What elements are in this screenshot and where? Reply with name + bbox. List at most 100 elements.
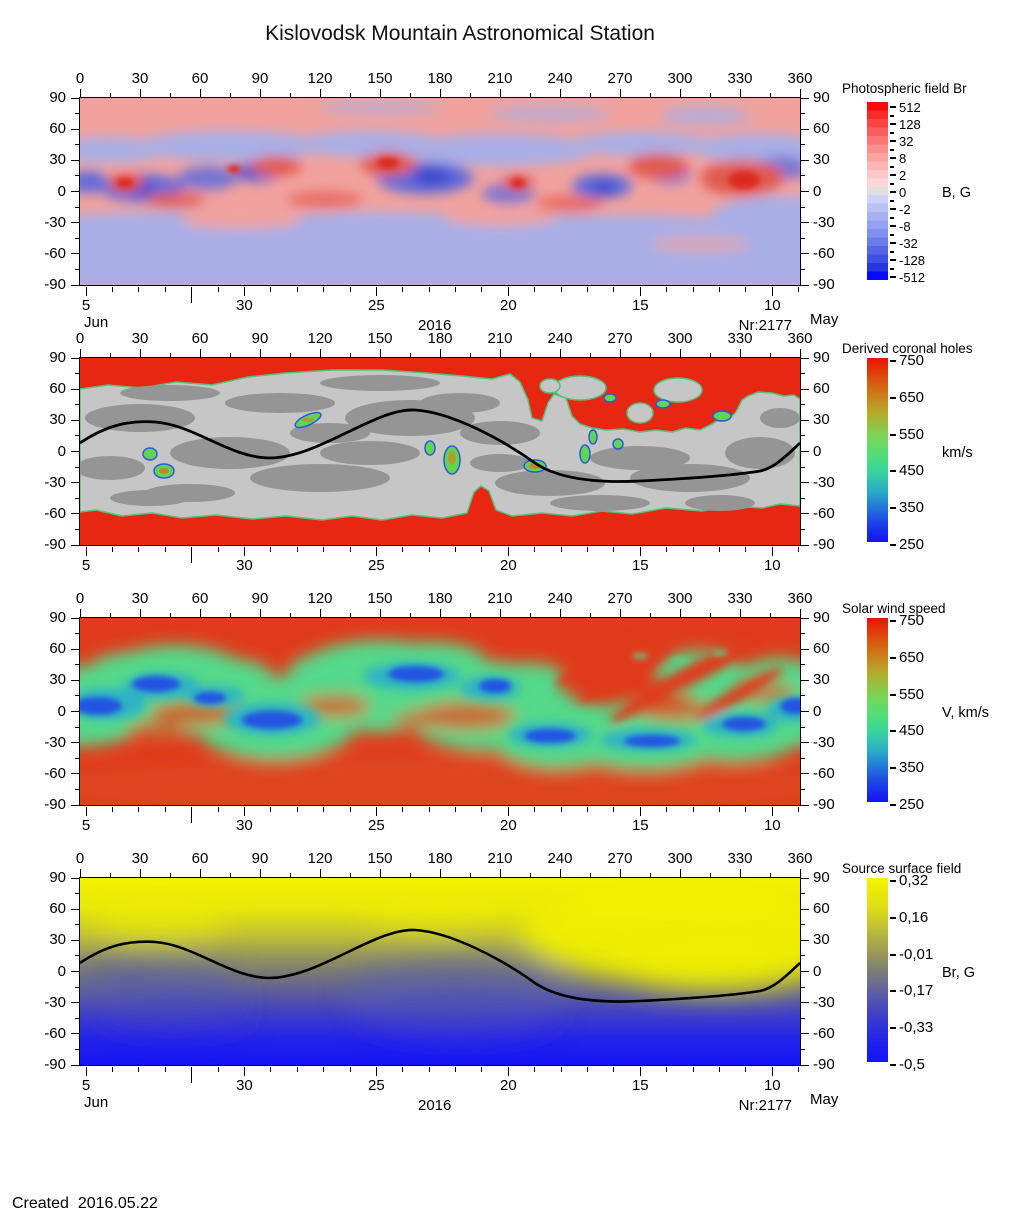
- lat-tick-label-right: 90: [813, 869, 830, 886]
- colorbar-tick-label: -2: [899, 202, 911, 217]
- lon-tick-minor: [229, 873, 231, 877]
- lon-tick-major: [679, 89, 681, 97]
- lon-tick-major: [379, 89, 381, 97]
- lat-tick-minor-right: [801, 695, 805, 697]
- lon-tick-minor: [409, 873, 411, 877]
- colorbar-photospheric: [867, 102, 888, 280]
- month-boundary-tick: [191, 287, 193, 303]
- lon-tick-minor: [169, 353, 171, 357]
- lon-tick-label: 120: [307, 70, 333, 87]
- lat-tick-label-left: 60: [49, 380, 66, 398]
- lat-tick-minor-left: [75, 237, 79, 239]
- source-surface-map: [79, 877, 801, 1066]
- lon-tick-label: 210: [487, 850, 513, 867]
- colorbar-tick: [890, 693, 896, 696]
- date-tick-minor: [613, 547, 615, 552]
- colorbar-coronal-holes: [867, 358, 888, 542]
- colorbar-tick-label: 350: [899, 759, 925, 777]
- date-tick-major: [375, 1067, 377, 1076]
- colorbar-tick: [890, 880, 896, 882]
- month-boundary-tick: [191, 1067, 193, 1083]
- date-tick-major: [85, 547, 87, 556]
- lat-tick-major-left: [71, 482, 79, 484]
- date-tick-minor: [217, 1067, 219, 1072]
- lat-tick-label-left: -90: [44, 276, 66, 293]
- date-tick-minor: [481, 547, 483, 552]
- lat-tick-minor-right: [801, 986, 805, 988]
- lon-tick-minor: [289, 613, 291, 617]
- lat-tick-major-right: [801, 284, 809, 286]
- date-tick-minor: [745, 807, 747, 812]
- colorbar-tick: [890, 106, 896, 108]
- lat-tick-label-right: -90: [813, 796, 835, 813]
- lon-tick-major: [139, 869, 141, 877]
- lat-tick-minor-left: [75, 955, 79, 957]
- date-tick-minor: [402, 547, 404, 552]
- caption-month-left: Jun: [84, 1094, 109, 1111]
- lon-tick-label: 120: [307, 850, 333, 867]
- caption-rotation: Nr:2177: [738, 317, 792, 334]
- lat-tick-major-right: [801, 679, 809, 681]
- date-tick-major: [771, 287, 773, 296]
- date-tick-label: 15: [631, 297, 649, 314]
- date-tick-minor: [455, 807, 457, 812]
- lat-tick-minor-right: [801, 955, 805, 957]
- colorbar-tick-label: -0,17: [899, 982, 934, 1000]
- lon-tick-label: 150: [367, 70, 393, 87]
- colorbar-tick: [890, 804, 896, 806]
- date-tick-minor: [560, 547, 562, 552]
- date-tick-major: [507, 807, 509, 816]
- lat-tick-label-left: -60: [44, 764, 66, 782]
- date-tick-label: 30: [236, 297, 253, 314]
- lon-tick-label: 300: [667, 330, 693, 347]
- colorbar-tick-label: -0,01: [899, 945, 934, 963]
- lon-tick-minor: [649, 353, 651, 357]
- lon-tick-major: [199, 89, 201, 97]
- lat-tick-minor-left: [75, 466, 79, 468]
- colorbar-tick-label: -128: [899, 253, 926, 268]
- date-tick-minor: [138, 287, 140, 292]
- colorbar-tick-minor: [890, 216, 894, 219]
- date-tick-minor: [323, 807, 325, 812]
- lon-tick-minor: [229, 353, 231, 357]
- lat-tick-minor-left: [75, 497, 79, 499]
- lat-tick-minor-left: [75, 757, 79, 759]
- date-tick-minor: [402, 1067, 404, 1072]
- colorbar-tick: [890, 208, 896, 210]
- lat-tick-label-left: -30: [44, 733, 66, 751]
- lat-tick-minor-right: [801, 1048, 805, 1050]
- lat-tick-label-right: 0: [813, 182, 822, 200]
- lon-tick-minor: [169, 613, 171, 617]
- lon-tick-label: 180: [427, 590, 453, 607]
- lat-tick-major-left: [71, 159, 79, 161]
- lon-tick-minor: [709, 873, 711, 877]
- lon-tick-major: [319, 349, 321, 357]
- lat-tick-minor-left: [75, 175, 79, 177]
- colorbar-title-coronal-holes: Derived coronal holes: [842, 341, 973, 356]
- caption-rotation: Nr:2177: [738, 1097, 792, 1114]
- date-tick-major: [771, 547, 773, 556]
- lon-tick-minor: [349, 93, 351, 97]
- lon-tick-minor: [169, 873, 171, 877]
- lat-tick-major-left: [71, 711, 79, 712]
- lat-tick-major-right: [801, 617, 809, 619]
- lon-tick-minor: [769, 613, 771, 617]
- lat-tick-label-right: 0: [813, 962, 822, 980]
- date-tick-minor: [428, 547, 430, 552]
- lat-tick-minor-left: [75, 633, 79, 635]
- colorbar-unit-source-surface: Br, G: [942, 965, 976, 981]
- date-tick-minor: [111, 287, 113, 292]
- lon-tick-minor: [409, 353, 411, 357]
- lat-tick-label-left: -90: [44, 536, 66, 553]
- lon-tick-minor: [529, 93, 531, 97]
- colorbar-solar-wind: [867, 618, 888, 802]
- lon-tick-major: [619, 349, 621, 357]
- date-tick-label: 15: [631, 557, 649, 574]
- date-tick-minor: [481, 1067, 483, 1072]
- lon-tick-major: [139, 89, 141, 97]
- lat-tick-minor-right: [801, 633, 805, 635]
- lon-tick-minor: [649, 613, 651, 617]
- date-tick-minor: [719, 287, 720, 292]
- lat-tick-major-right: [801, 222, 809, 224]
